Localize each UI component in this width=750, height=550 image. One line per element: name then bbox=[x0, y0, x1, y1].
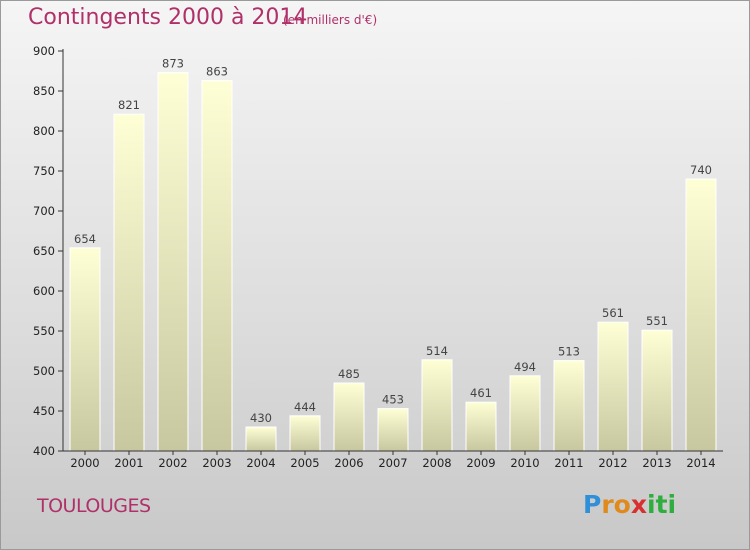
bar-2000 bbox=[69, 247, 101, 452]
x-tick-label-2012: 2012 bbox=[598, 456, 627, 470]
logo-letter: i bbox=[667, 490, 677, 519]
value-label-2006: 485 bbox=[338, 367, 360, 381]
bar-2009 bbox=[465, 401, 497, 452]
x-tick-label-2006: 2006 bbox=[334, 456, 363, 470]
value-label-2013: 551 bbox=[646, 314, 668, 328]
x-tick-label-2008: 2008 bbox=[422, 456, 451, 470]
bar-2013 bbox=[641, 329, 673, 452]
value-label-2011: 513 bbox=[558, 345, 580, 359]
logo-letter: r bbox=[601, 490, 614, 519]
x-tick-label-2010: 2010 bbox=[510, 456, 539, 470]
chart-title: Contingents 2000 à 2014 bbox=[28, 5, 308, 30]
value-label-2014: 740 bbox=[690, 163, 712, 177]
bar-2012 bbox=[597, 321, 629, 452]
y-tick-label-450: 450 bbox=[33, 404, 55, 418]
logo-letter: o bbox=[613, 490, 631, 519]
y-tick-label-900: 900 bbox=[33, 44, 55, 58]
value-label-2012: 561 bbox=[602, 306, 624, 320]
value-label-2009: 461 bbox=[470, 386, 492, 400]
y-tick-label-400: 400 bbox=[33, 444, 55, 458]
logo-letter: i bbox=[647, 490, 656, 519]
value-label-2004: 430 bbox=[250, 411, 272, 425]
value-label-2001: 821 bbox=[118, 98, 140, 112]
value-label-2005: 444 bbox=[294, 400, 316, 414]
y-tick-label-750: 750 bbox=[33, 164, 55, 178]
value-label-2003: 863 bbox=[206, 65, 228, 79]
x-tick-label-2004: 2004 bbox=[246, 456, 275, 470]
x-tick-label-2002: 2002 bbox=[158, 456, 187, 470]
x-tick-label-2005: 2005 bbox=[290, 456, 319, 470]
y-tick-label-500: 500 bbox=[33, 364, 55, 378]
chart-subtitle: (en milliers d'€) bbox=[283, 13, 378, 27]
proxiti-logo: Proxiti bbox=[583, 490, 676, 519]
bar-2002 bbox=[157, 72, 189, 452]
x-tick-label-2011: 2011 bbox=[554, 456, 583, 470]
y-tick-label-700: 700 bbox=[33, 204, 55, 218]
commune-name: TOULOUGES bbox=[37, 495, 151, 517]
x-tick-label-2009: 2009 bbox=[466, 456, 495, 470]
value-label-2008: 514 bbox=[426, 344, 448, 358]
x-tick-label-2013: 2013 bbox=[642, 456, 671, 470]
y-tick-label-600: 600 bbox=[33, 284, 55, 298]
bar-2003 bbox=[201, 80, 233, 452]
y-tick-label-850: 850 bbox=[33, 84, 55, 98]
bar-2010 bbox=[509, 375, 541, 452]
bar-2001 bbox=[113, 113, 145, 452]
value-label-2000: 654 bbox=[74, 232, 96, 246]
x-tick-label-2014: 2014 bbox=[686, 456, 715, 470]
logo-letter: x bbox=[630, 490, 647, 519]
y-tick-label-550: 550 bbox=[33, 324, 55, 338]
bar-2006 bbox=[333, 382, 365, 452]
value-label-2002: 873 bbox=[162, 57, 184, 71]
logo-letter: t bbox=[655, 490, 668, 519]
bar-2007 bbox=[377, 408, 409, 452]
bar-2008 bbox=[421, 359, 453, 452]
y-tick-label-650: 650 bbox=[33, 244, 55, 258]
value-label-2007: 453 bbox=[382, 393, 404, 407]
bar-2005 bbox=[289, 415, 321, 452]
value-label-2010: 494 bbox=[514, 360, 536, 374]
x-tick-label-2007: 2007 bbox=[378, 456, 407, 470]
y-tick-label-800: 800 bbox=[33, 124, 55, 138]
x-tick-label-2001: 2001 bbox=[114, 456, 143, 470]
logo-letter: P bbox=[583, 490, 602, 519]
x-tick-label-2000: 2000 bbox=[70, 456, 99, 470]
bar-2004 bbox=[245, 426, 277, 452]
x-tick-label-2003: 2003 bbox=[202, 456, 231, 470]
bar-2011 bbox=[553, 360, 585, 452]
bar-2014 bbox=[685, 178, 717, 452]
